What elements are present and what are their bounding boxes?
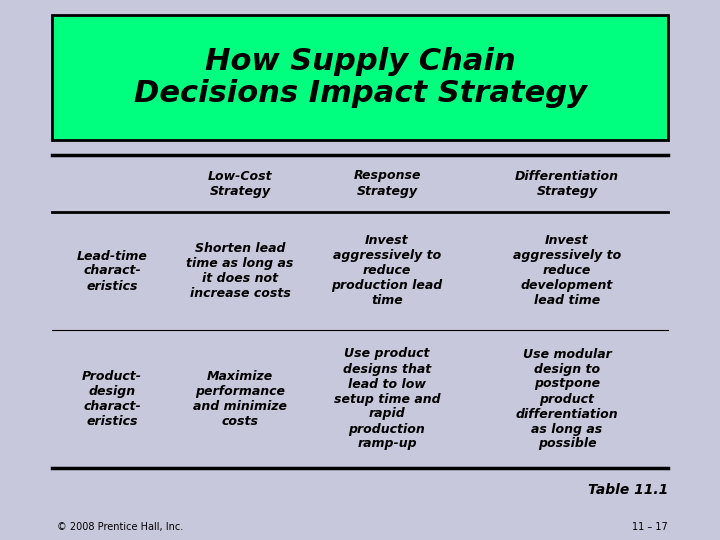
- Text: Maximize
performance
and minimize
costs: Maximize performance and minimize costs: [193, 370, 287, 428]
- Text: Product-
design
charact-
eristics: Product- design charact- eristics: [82, 370, 142, 428]
- Text: Invest
aggressively to
reduce
development
lead time: Invest aggressively to reduce developmen…: [513, 234, 621, 307]
- Text: How Supply Chain
Decisions Impact Strategy: How Supply Chain Decisions Impact Strate…: [133, 47, 587, 108]
- Text: © 2008 Prentice Hall, Inc.: © 2008 Prentice Hall, Inc.: [57, 522, 184, 532]
- Text: 11 – 17: 11 – 17: [632, 522, 668, 532]
- Text: Use product
designs that
lead to low
setup time and
rapid
production
ramp-up: Use product designs that lead to low set…: [333, 348, 441, 450]
- Text: Differentiation
Strategy: Differentiation Strategy: [515, 170, 619, 198]
- Text: Invest
aggressively to
reduce
production lead
time: Invest aggressively to reduce production…: [331, 234, 443, 307]
- Text: Lead-time
charact-
eristics: Lead-time charact- eristics: [76, 249, 148, 293]
- Text: Use modular
design to
postpone
product
differentiation
as long as
possible: Use modular design to postpone product d…: [516, 348, 618, 450]
- Text: Low-Cost
Strategy: Low-Cost Strategy: [207, 170, 272, 198]
- Text: Response
Strategy: Response Strategy: [354, 170, 420, 198]
- Text: Table 11.1: Table 11.1: [588, 483, 668, 497]
- FancyBboxPatch shape: [52, 15, 668, 140]
- Text: Shorten lead
time as long as
it does not
increase costs: Shorten lead time as long as it does not…: [186, 242, 294, 300]
